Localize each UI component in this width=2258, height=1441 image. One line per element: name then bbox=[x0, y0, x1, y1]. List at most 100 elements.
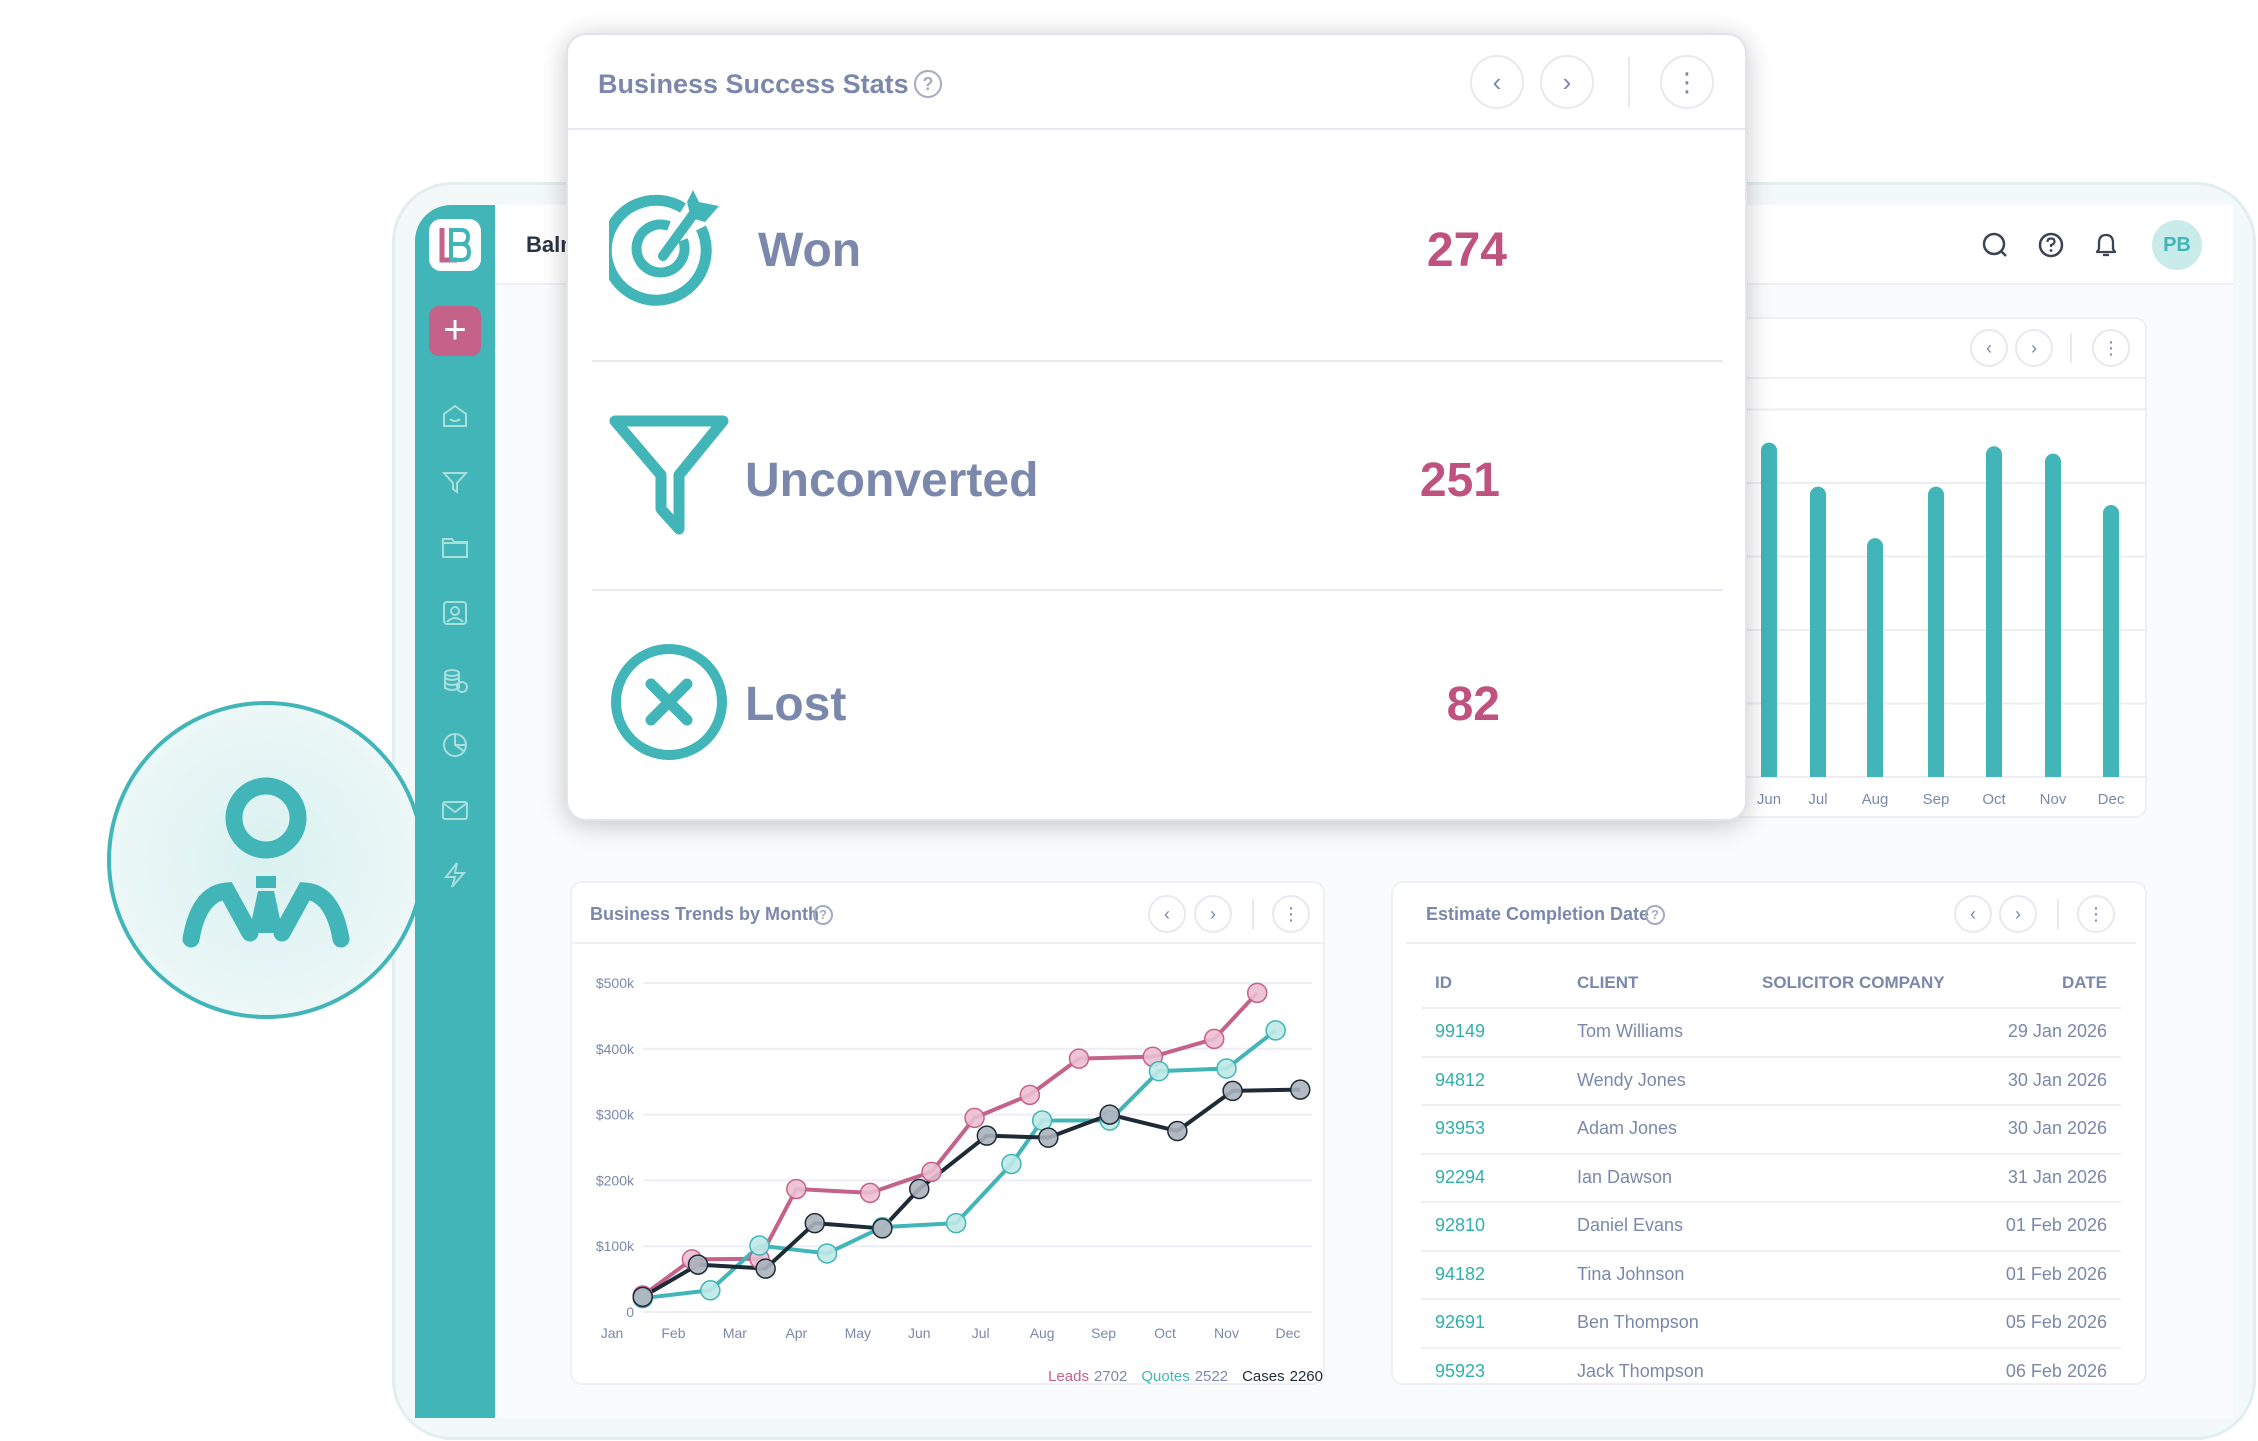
contact-icon bbox=[443, 601, 467, 625]
data-point-cases[interactable] bbox=[976, 1125, 998, 1146]
bar[interactable] bbox=[1810, 486, 1826, 777]
bell-icon[interactable] bbox=[2091, 230, 2121, 260]
search-icon[interactable] bbox=[1980, 230, 2010, 260]
data-point-quotes[interactable] bbox=[749, 1235, 770, 1256]
x-tick-label: Aug bbox=[1030, 1325, 1055, 1341]
data-point-cases[interactable] bbox=[804, 1212, 826, 1234]
bar-base bbox=[1928, 767, 1944, 777]
data-point-leads[interactable] bbox=[964, 1107, 985, 1129]
sidebar-item-home[interactable] bbox=[440, 401, 470, 431]
x-tick-label: Aug bbox=[1862, 791, 1889, 808]
bar[interactable] bbox=[1986, 446, 2002, 777]
data-point-cases[interactable] bbox=[872, 1218, 893, 1239]
x-tick-label: Nov bbox=[2040, 791, 2067, 808]
estimate-id-link[interactable]: 92294 bbox=[1435, 1166, 1486, 1187]
y-tick-label: $400k bbox=[596, 1041, 635, 1057]
data-point-quotes[interactable] bbox=[700, 1280, 721, 1301]
target-icon bbox=[609, 190, 719, 306]
user-avatar-badge bbox=[107, 701, 425, 1019]
next-button[interactable]: › bbox=[1540, 55, 1594, 109]
x-tick-label: Apr bbox=[785, 1325, 807, 1341]
sidebar-item-funnel[interactable] bbox=[440, 467, 470, 497]
data-point-leads[interactable] bbox=[1019, 1084, 1041, 1106]
data-point-quotes[interactable] bbox=[1001, 1153, 1022, 1175]
data-point-cases[interactable] bbox=[1222, 1080, 1243, 1102]
bar[interactable] bbox=[1928, 486, 1944, 777]
estimate-id-link[interactable]: 93953 bbox=[1435, 1118, 1486, 1138]
data-point-cases[interactable] bbox=[1289, 1079, 1311, 1100]
sidebar-item-coins[interactable] bbox=[440, 666, 470, 696]
estimate-id-link[interactable]: 92691 bbox=[1435, 1312, 1486, 1332]
prev-button[interactable]: ‹ bbox=[1148, 895, 1186, 933]
data-point-cases[interactable] bbox=[1099, 1104, 1120, 1125]
column-header[interactable]: SOLICITOR COMPANY bbox=[1762, 973, 1945, 992]
more-menu-button[interactable]: ⋮ bbox=[2077, 895, 2115, 933]
next-button[interactable]: › bbox=[1999, 895, 2037, 933]
data-point-leads[interactable] bbox=[1246, 982, 1268, 1004]
x-tick-label: Mar bbox=[723, 1325, 747, 1341]
more-menu-button[interactable]: ⋮ bbox=[1272, 895, 1310, 933]
data-point-quotes[interactable] bbox=[1031, 1110, 1053, 1131]
client-name: Ben Thompson bbox=[1577, 1312, 1699, 1332]
more-menu-button[interactable]: ⋮ bbox=[1660, 55, 1714, 109]
brand-name: Baln bbox=[526, 232, 574, 257]
data-point-quotes[interactable] bbox=[945, 1212, 967, 1234]
stat-label: Unconverted bbox=[745, 454, 1039, 507]
data-point-quotes[interactable] bbox=[816, 1243, 838, 1264]
estimate-id-link[interactable]: 92810 bbox=[1435, 1215, 1486, 1235]
bar[interactable] bbox=[2045, 453, 2061, 777]
bar[interactable] bbox=[1867, 538, 1883, 777]
sidebar-item-pie-chart[interactable] bbox=[440, 730, 470, 760]
column-header[interactable]: ID bbox=[1435, 973, 1452, 992]
x-circle-icon bbox=[611, 644, 727, 760]
data-point-leads[interactable] bbox=[921, 1161, 942, 1183]
data-point-cases[interactable] bbox=[632, 1286, 653, 1308]
bar-base bbox=[1761, 767, 1777, 777]
row-divider bbox=[1421, 1152, 2121, 1155]
data-point-cases[interactable] bbox=[755, 1258, 776, 1279]
data-point-quotes[interactable] bbox=[1265, 1020, 1286, 1041]
column-header[interactable]: CLIENT bbox=[1577, 973, 1639, 992]
prev-button[interactable]: ‹ bbox=[1970, 329, 2008, 367]
data-point-leads[interactable] bbox=[786, 1178, 807, 1200]
data-point-cases[interactable] bbox=[909, 1178, 930, 1200]
more-menu-button[interactable]: ⋮ bbox=[2092, 329, 2130, 367]
estimate-id-link[interactable]: 94182 bbox=[1435, 1263, 1486, 1284]
prev-button[interactable]: ‹ bbox=[1954, 895, 1992, 933]
sidebar-item-mail[interactable] bbox=[440, 795, 470, 825]
x-tick-label: Dec bbox=[1275, 1325, 1300, 1341]
data-point-leads[interactable] bbox=[1068, 1048, 1090, 1069]
data-point-quotes[interactable] bbox=[1148, 1060, 1170, 1082]
sidebar-item-lightning[interactable] bbox=[440, 860, 470, 890]
help-icon[interactable] bbox=[2036, 230, 2066, 260]
help-icon[interactable]: ? bbox=[914, 70, 942, 98]
data-point-cases[interactable] bbox=[1038, 1127, 1059, 1148]
next-button[interactable]: › bbox=[2015, 329, 2053, 367]
sidebar-item-contact[interactable] bbox=[440, 598, 470, 628]
series-line-cases bbox=[641, 1087, 1301, 1299]
row-divider bbox=[1421, 1346, 2121, 1349]
next-button[interactable]: › bbox=[1194, 895, 1232, 933]
data-point-quotes[interactable] bbox=[1216, 1058, 1237, 1079]
stat-value: 274 bbox=[1426, 224, 1507, 277]
prev-button[interactable]: ‹ bbox=[1470, 55, 1524, 109]
data-point-cases[interactable] bbox=[1167, 1120, 1188, 1142]
data-point-cases[interactable] bbox=[687, 1254, 709, 1275]
column-header[interactable]: DATE bbox=[2061, 973, 2107, 992]
row-divider bbox=[1421, 1201, 2121, 1203]
new-button[interactable]: + bbox=[429, 306, 481, 356]
estimate-id-link[interactable]: 94812 bbox=[1435, 1069, 1486, 1090]
data-point-leads[interactable] bbox=[1203, 1028, 1225, 1050]
help-icon[interactable]: ? bbox=[813, 905, 833, 925]
data-point-leads[interactable] bbox=[859, 1182, 881, 1204]
help-icon[interactable]: ? bbox=[1645, 905, 1665, 925]
estimate-id-link[interactable]: 99149 bbox=[1435, 1021, 1486, 1041]
user-avatar[interactable]: PB bbox=[2152, 220, 2202, 270]
bar[interactable] bbox=[2103, 505, 2119, 777]
estimate-id-link[interactable]: 95923 bbox=[1435, 1360, 1486, 1381]
x-tick-label: Nov bbox=[1214, 1325, 1239, 1341]
app-logo[interactable] bbox=[429, 219, 481, 271]
sidebar-item-folder[interactable] bbox=[440, 532, 470, 562]
bar[interactable] bbox=[1761, 442, 1777, 777]
bar-base bbox=[1986, 767, 2002, 777]
